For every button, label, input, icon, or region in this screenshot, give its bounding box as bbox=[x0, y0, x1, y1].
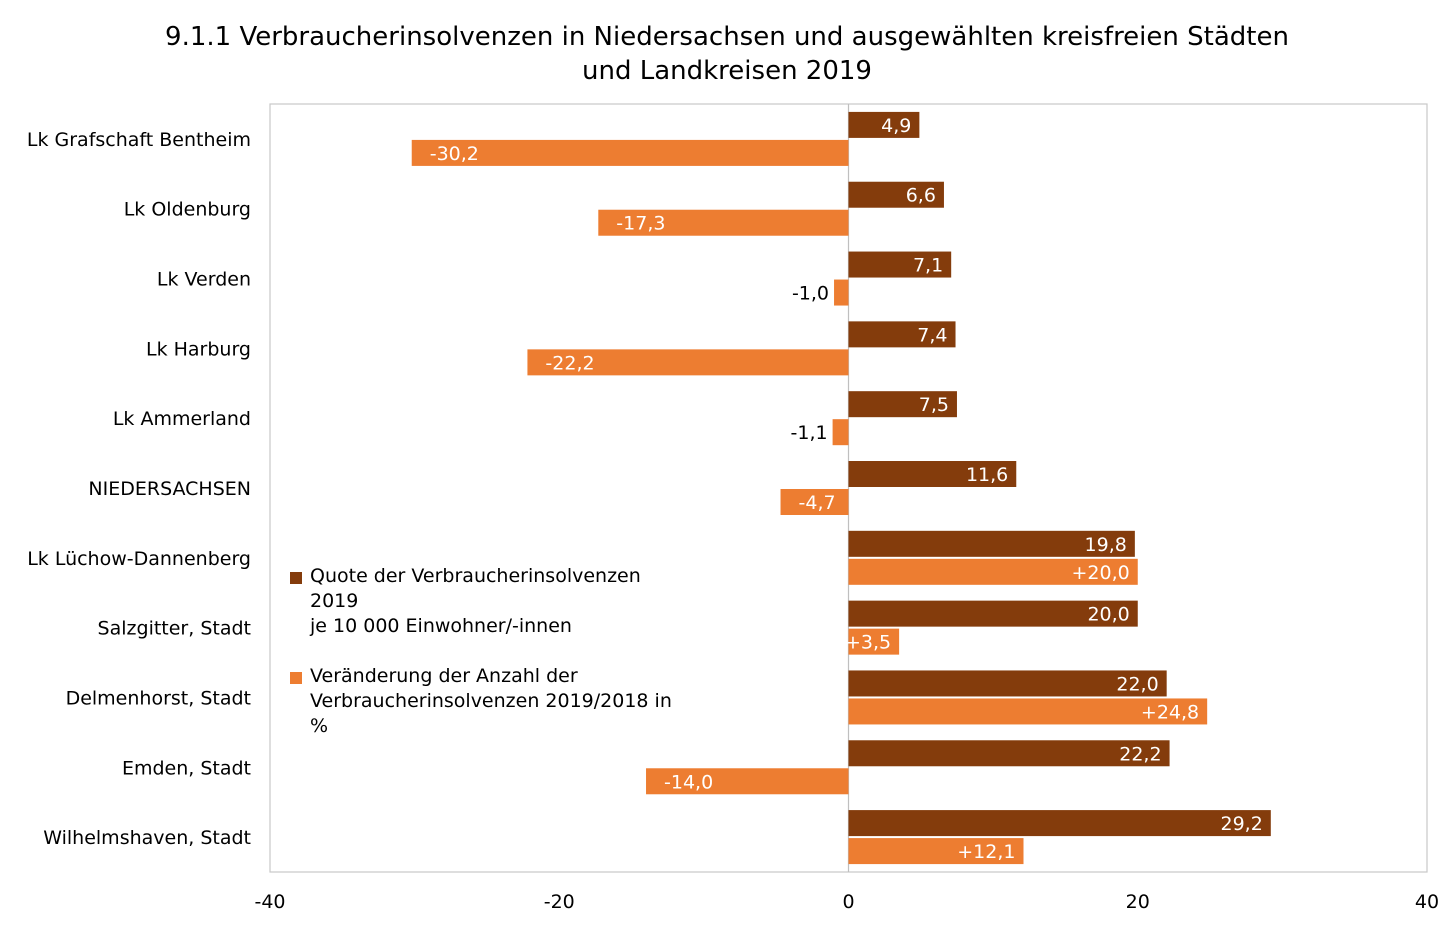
bar-quote bbox=[848, 810, 1271, 837]
category-label: Lk Ammerland bbox=[113, 408, 251, 430]
legend-label-change-line-3: % bbox=[310, 715, 329, 737]
data-label-quote: 6,6 bbox=[906, 185, 936, 207]
legend-label-change: Veränderung der Anzahl der Verbraucherin… bbox=[310, 664, 690, 739]
data-label-change: +24,8 bbox=[1141, 701, 1199, 723]
chart-title: 9.1.1 Verbraucherinsolvenzen in Niedersa… bbox=[0, 20, 1454, 88]
category-label: Lk Harburg bbox=[146, 338, 251, 360]
data-label-change: +20,0 bbox=[1072, 562, 1130, 584]
bar-quote bbox=[848, 181, 944, 208]
legend-label-quote: Quote der Verbraucherinsolvenzen 2019 je… bbox=[310, 564, 690, 639]
data-label-quote: 7,5 bbox=[919, 394, 949, 416]
data-label-change: -1,1 bbox=[791, 422, 828, 444]
bar-quote bbox=[848, 670, 1167, 697]
x-tick-label: 20 bbox=[1126, 891, 1150, 913]
category-label: Emden, Stadt bbox=[122, 757, 251, 779]
bar-quote bbox=[848, 111, 920, 138]
category-label: Wilhelmshaven, Stadt bbox=[43, 827, 251, 849]
x-tick-label: 0 bbox=[842, 891, 854, 913]
data-label-quote: 11,6 bbox=[966, 464, 1008, 486]
category-label: Lk Grafschaft Bentheim bbox=[27, 129, 251, 151]
bar-change bbox=[834, 279, 849, 306]
x-tick-label: 40 bbox=[1415, 891, 1439, 913]
data-label-quote: 19,8 bbox=[1085, 534, 1127, 556]
category-label: Lk Oldenburg bbox=[124, 199, 251, 221]
data-label-change: -14,0 bbox=[664, 771, 713, 793]
data-label-quote: 7,1 bbox=[913, 255, 943, 277]
data-label-change: -4,7 bbox=[799, 492, 836, 514]
data-label-quote: 4,9 bbox=[881, 115, 911, 137]
data-label-quote: 20,0 bbox=[1087, 604, 1129, 626]
data-label-change: -17,3 bbox=[616, 213, 665, 235]
bar-change bbox=[848, 628, 900, 655]
bar-change bbox=[832, 419, 849, 446]
bar-quote bbox=[848, 251, 952, 278]
data-label-quote: 29,2 bbox=[1220, 813, 1262, 835]
data-label-quote: 7,4 bbox=[917, 324, 947, 346]
legend-swatch-change bbox=[290, 672, 302, 684]
bar-change bbox=[848, 838, 1024, 865]
bar-quote bbox=[848, 530, 1135, 557]
category-label: Lk Lüchow-Dannenberg bbox=[27, 548, 251, 570]
bar-quote bbox=[848, 740, 1170, 767]
bar-change bbox=[646, 768, 849, 795]
category-label: Lk Verden bbox=[157, 269, 251, 291]
bar-change bbox=[848, 558, 1138, 585]
legend-label-change-line-2: Verbraucherinsolvenzen 2019/2018 in bbox=[310, 690, 672, 712]
x-tick-label: -40 bbox=[254, 891, 285, 913]
data-label-change: -1,0 bbox=[792, 283, 829, 305]
data-label-quote: 22,0 bbox=[1116, 673, 1158, 695]
bar-change bbox=[527, 349, 849, 376]
data-label-change: +3,5 bbox=[845, 632, 891, 654]
bar-quote bbox=[848, 600, 1138, 627]
bar-change bbox=[411, 139, 849, 166]
data-label-quote: 22,2 bbox=[1119, 743, 1161, 765]
legend-swatch-quote bbox=[290, 572, 302, 584]
bar-change bbox=[780, 489, 849, 515]
legend-label-quote-line-1: Quote der Verbraucherinsolvenzen 2019 bbox=[310, 565, 641, 612]
data-label-change: -22,2 bbox=[545, 352, 594, 374]
bar-quote bbox=[848, 321, 956, 348]
chart-title-line-1: 9.1.1 Verbraucherinsolvenzen in Niedersa… bbox=[165, 22, 1289, 52]
chart-title-line-2: und Landkreisen 2019 bbox=[582, 56, 872, 86]
bar-quote bbox=[848, 461, 1017, 487]
category-label: Delmenhorst, Stadt bbox=[66, 687, 251, 709]
data-label-change: -30,2 bbox=[430, 143, 479, 165]
data-label-change: +12,1 bbox=[957, 841, 1015, 863]
legend-label-quote-line-2: je 10 000 Einwohner/-innen bbox=[310, 615, 572, 637]
bar-change bbox=[848, 698, 1208, 725]
bar-change bbox=[598, 209, 849, 236]
category-label: Salzgitter, Stadt bbox=[98, 618, 251, 640]
category-label: NIEDERSACHSEN bbox=[88, 478, 251, 500]
legend-label-change-line-1: Veränderung der Anzahl der bbox=[310, 665, 578, 687]
bar-quote bbox=[848, 391, 957, 418]
x-tick-label: -20 bbox=[544, 891, 575, 913]
